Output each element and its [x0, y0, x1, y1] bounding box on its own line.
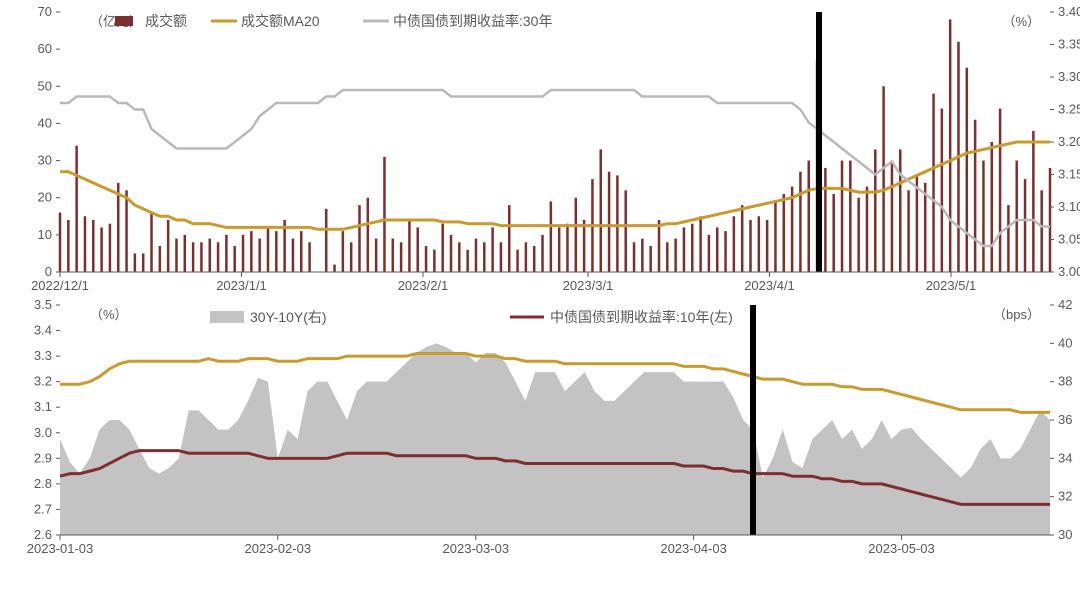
- svg-text:3.4: 3.4: [34, 323, 52, 338]
- svg-text:3.00: 3.00: [1058, 264, 1080, 279]
- svg-text:38: 38: [1058, 374, 1072, 389]
- svg-text:3.20: 3.20: [1058, 134, 1080, 149]
- svg-text:60: 60: [38, 41, 52, 56]
- svg-text:3.40: 3.40: [1058, 4, 1080, 19]
- svg-text:成交额: 成交额: [145, 13, 187, 29]
- svg-text:40: 40: [1058, 335, 1072, 350]
- svg-text:3.0: 3.0: [34, 425, 52, 440]
- svg-text:中债国债到期收益率:10年(左): 中债国债到期收益率:10年(左): [550, 309, 733, 325]
- svg-text:2.6: 2.6: [34, 527, 52, 542]
- figure-container: 0 10 20 30 40 50 60 70 3.00 3.05 3.10 3.15 3.20 3.25 3…: [0, 0, 1080, 574]
- svg-text:（%）: （%）: [1002, 14, 1040, 29]
- svg-text:30: 30: [1058, 527, 1072, 542]
- svg-text:中债国债到期收益率:30年: 中债国债到期收益率:30年: [393, 13, 552, 29]
- svg-text:3.25: 3.25: [1058, 102, 1080, 117]
- svg-text:3.15: 3.15: [1058, 167, 1080, 182]
- svg-text:3.3: 3.3: [34, 348, 52, 363]
- svg-text:42: 42: [1058, 300, 1072, 312]
- svg-text:70: 70: [38, 4, 52, 19]
- svg-text:2.9: 2.9: [34, 450, 52, 465]
- svg-text:成交额MA20: 成交额MA20: [241, 13, 320, 29]
- svg-text:2.8: 2.8: [34, 476, 52, 491]
- svg-text:2023/5/1: 2023/5/1: [926, 278, 977, 293]
- svg-text:2023-05-03: 2023-05-03: [868, 541, 935, 556]
- svg-text:2022/12/1: 2022/12/1: [31, 278, 89, 293]
- bottom-chart: 2.6 2.7 2.8 2.9 3.0 3.1 3.2 3.3 3.4 3.5 30 32 34 36 38…: [0, 300, 1080, 595]
- svg-text:34: 34: [1058, 450, 1072, 465]
- top-chart: 0 10 20 30 40 50 60 70 3.00 3.05 3.10 3.15 3.20 3.25 3…: [0, 0, 1080, 302]
- svg-text:2023-02-03: 2023-02-03: [245, 541, 312, 556]
- svg-text:2023/1/1: 2023/1/1: [216, 278, 267, 293]
- svg-text:2023-03-03: 2023-03-03: [443, 541, 510, 556]
- svg-text:3.2: 3.2: [34, 374, 52, 389]
- svg-text:3.35: 3.35: [1058, 37, 1080, 52]
- svg-text:2023-04-03: 2023-04-03: [660, 541, 727, 556]
- svg-text:30: 30: [38, 153, 52, 168]
- svg-text:2023/2/1: 2023/2/1: [398, 278, 449, 293]
- svg-text:10: 10: [38, 227, 52, 242]
- svg-text:30Y-10Y(右): 30Y-10Y(右): [250, 309, 327, 325]
- svg-text:0: 0: [45, 264, 52, 279]
- svg-text:（%）: （%）: [90, 307, 128, 322]
- svg-text:2.7: 2.7: [34, 501, 52, 516]
- svg-text:36: 36: [1058, 412, 1072, 427]
- svg-text:2023/3/1: 2023/3/1: [563, 278, 614, 293]
- svg-text:50: 50: [38, 78, 52, 93]
- svg-text:3.5: 3.5: [34, 300, 52, 312]
- svg-text:3.30: 3.30: [1058, 69, 1080, 84]
- svg-text:32: 32: [1058, 489, 1072, 504]
- svg-text:2023/4/1: 2023/4/1: [744, 278, 795, 293]
- svg-text:40: 40: [38, 115, 52, 130]
- svg-text:3.05: 3.05: [1058, 232, 1080, 247]
- svg-text:3.1: 3.1: [34, 399, 52, 414]
- svg-text:20: 20: [38, 190, 52, 205]
- svg-text:3.10: 3.10: [1058, 199, 1080, 214]
- svg-text:2023-01-03: 2023-01-03: [27, 541, 94, 556]
- svg-text:（bps）: （bps）: [993, 307, 1040, 322]
